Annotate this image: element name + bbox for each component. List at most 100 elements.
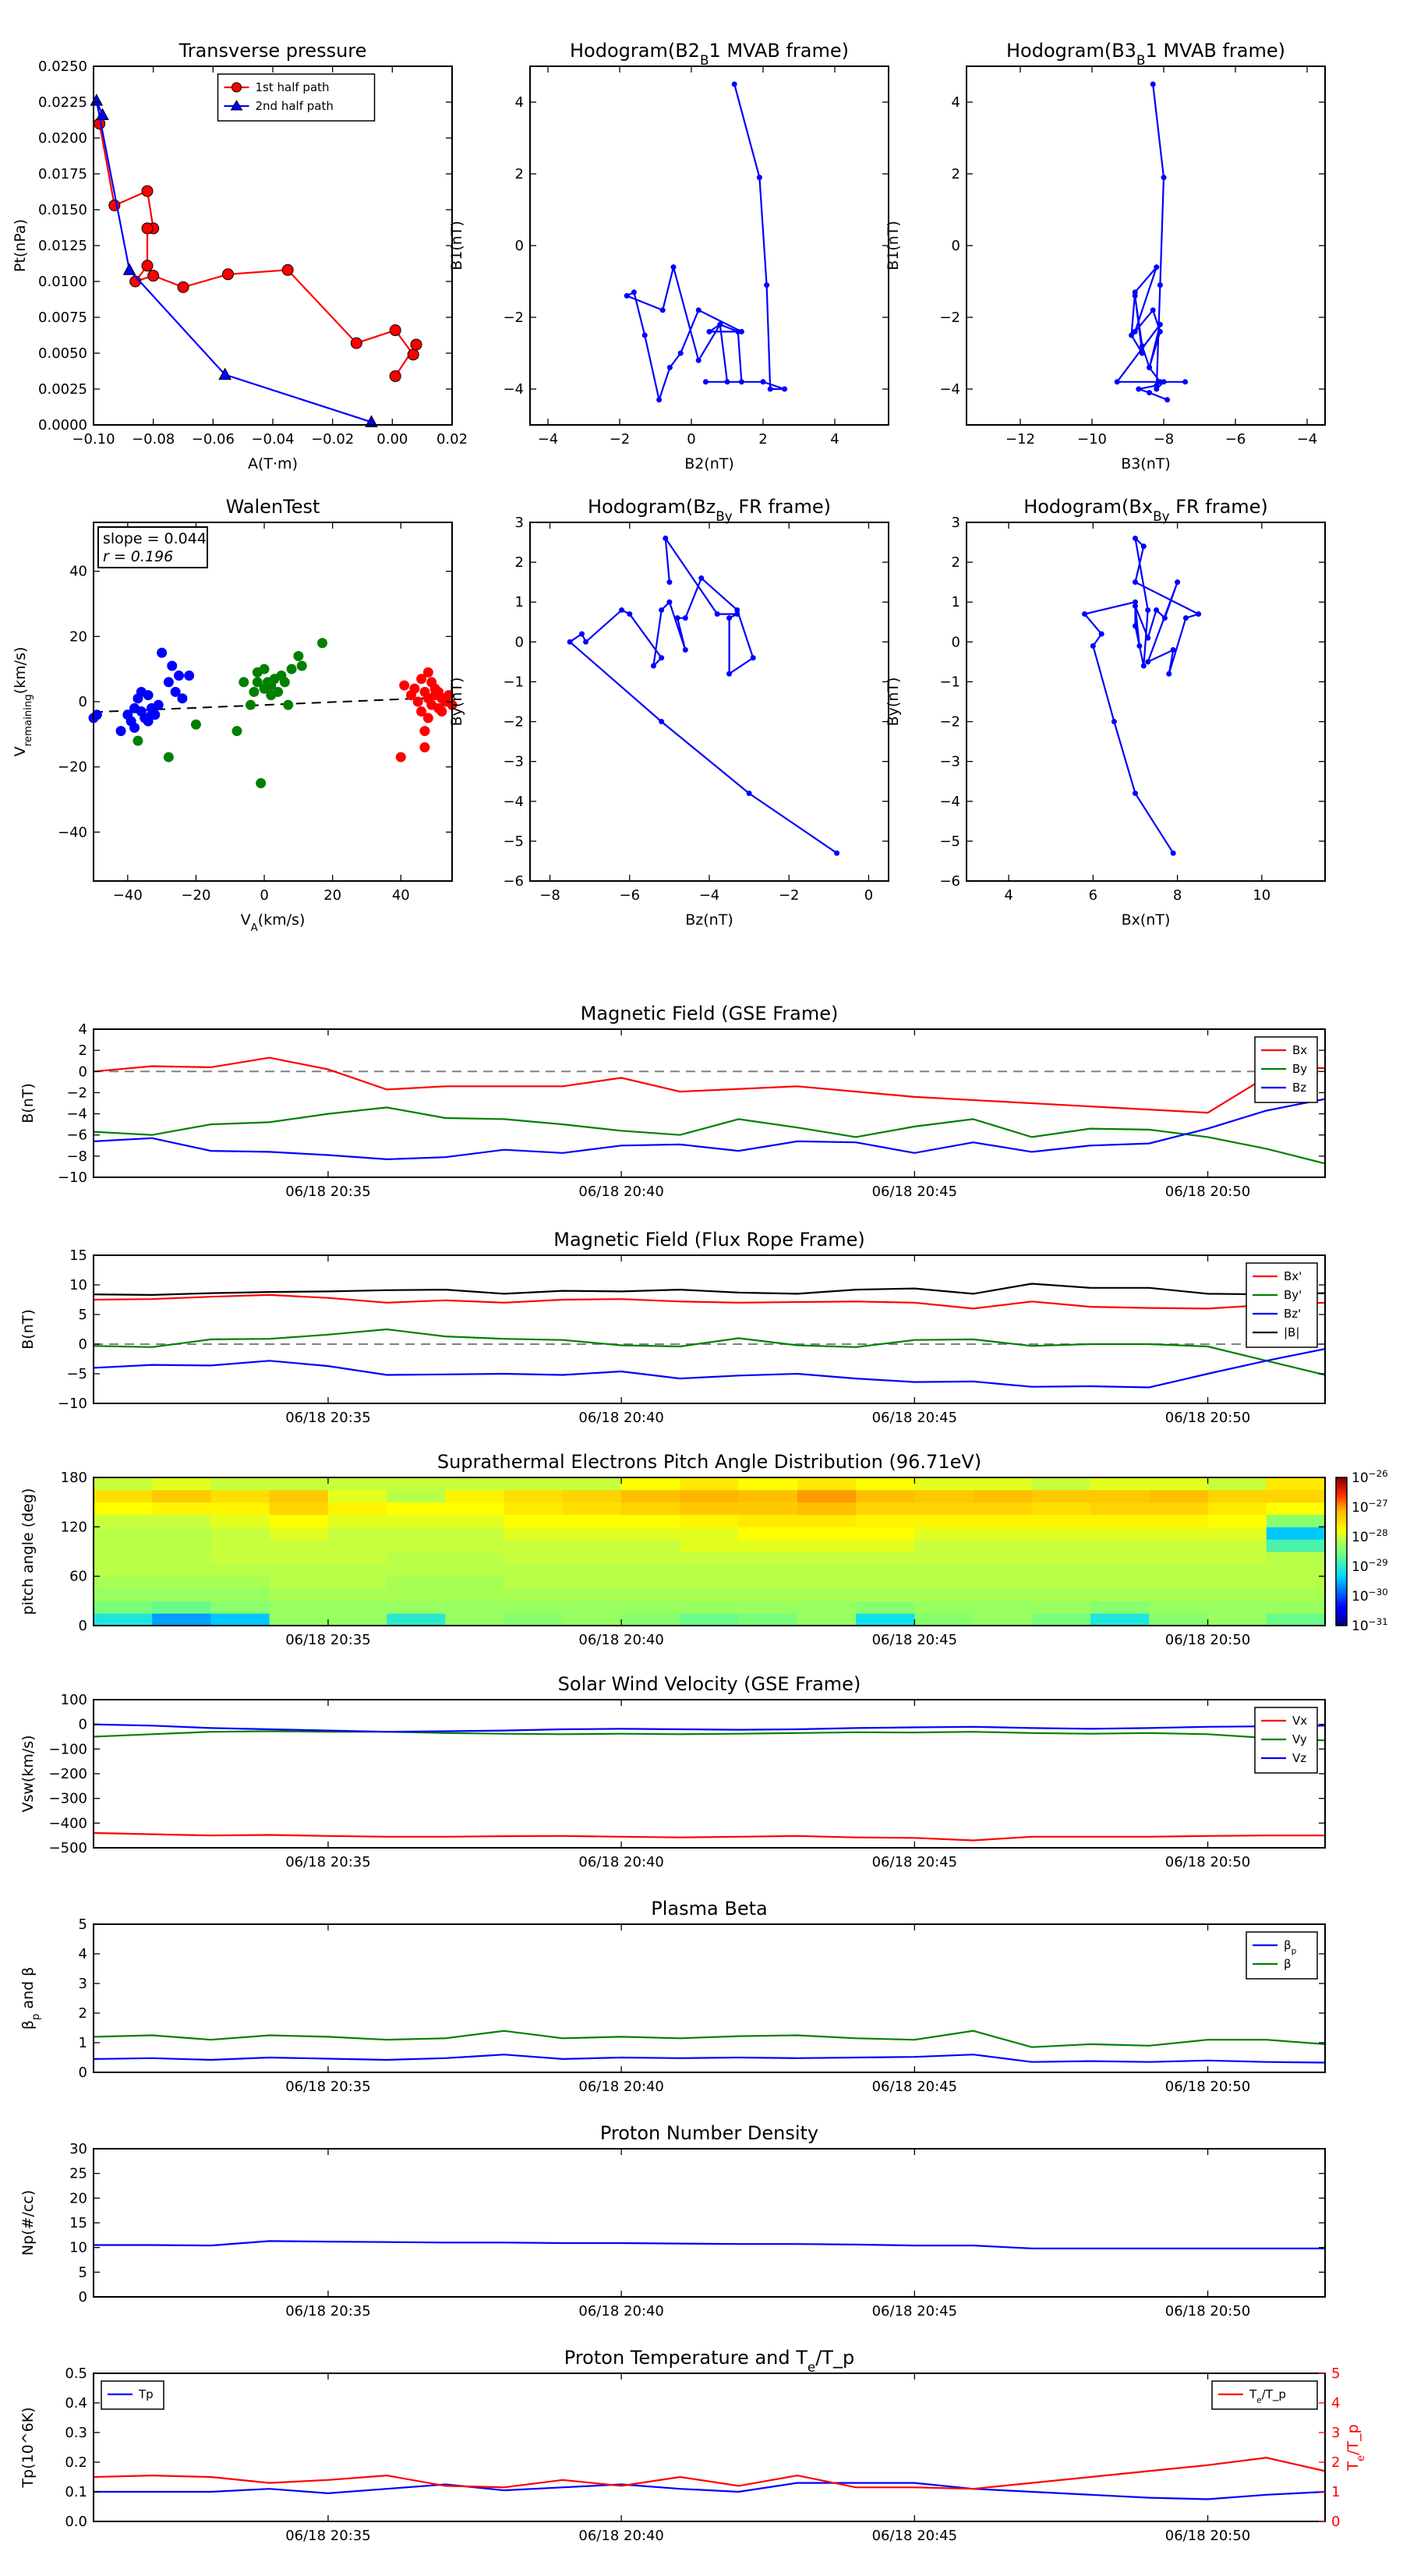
colorbar-segment — [1336, 1519, 1347, 1523]
heatmap-cell — [914, 1502, 974, 1515]
data-point — [1098, 631, 1104, 637]
heatmap-cell — [1266, 1502, 1325, 1515]
y-axis-label: βp and β — [19, 1967, 42, 2030]
series-line — [98, 123, 418, 377]
heatmap-cell — [1031, 1601, 1091, 1614]
chart-title: Solar Wind Velocity (GSE Frame) — [558, 1673, 861, 1695]
heatmap-cell — [210, 1588, 270, 1601]
colorbar-segment — [1336, 1596, 1347, 1599]
heatmap-cell — [797, 1477, 857, 1491]
data-point — [1140, 663, 1147, 669]
heatmap-cell — [445, 1576, 505, 1589]
y-tick-label: 4 — [79, 1946, 87, 1962]
data-point — [1139, 350, 1145, 356]
data-point — [409, 683, 420, 694]
chart-title: Hodogram(B3B1 MVAB frame) — [1006, 40, 1285, 68]
data-point — [695, 307, 702, 313]
data-point — [1170, 850, 1176, 856]
data-point — [1145, 659, 1151, 665]
series-0 — [568, 535, 838, 855]
heatmap-cell — [210, 1514, 270, 1527]
x-tick-label: 06/18 20:45 — [872, 1184, 957, 1200]
heatmap-cell — [1149, 1563, 1209, 1577]
heatmap-cell — [680, 1514, 740, 1527]
colorbar-segment — [1336, 1563, 1347, 1567]
heatmap-cell — [973, 1527, 1033, 1540]
data-point — [416, 674, 427, 685]
y-tick-label: 1 — [79, 2035, 87, 2051]
data-point — [627, 611, 633, 617]
legend-label: 2nd half path — [256, 99, 334, 113]
data-point — [659, 655, 665, 661]
heatmap-cell — [856, 1613, 915, 1626]
heatmap-cell — [797, 1588, 857, 1601]
heatmap-cell — [621, 1539, 680, 1552]
heatmap-cell — [327, 1539, 387, 1552]
series-line — [94, 2029, 1325, 2048]
heatmap-cell — [504, 1477, 564, 1491]
data-point — [1132, 599, 1138, 605]
colorbar-segment — [1336, 1586, 1347, 1589]
data-point — [1132, 603, 1138, 609]
data-point — [659, 307, 666, 313]
heatmap-cell — [387, 1489, 446, 1503]
y-tick-label: 2 — [515, 554, 524, 571]
heatmap-cell — [1031, 1514, 1091, 1527]
data-point — [91, 709, 102, 720]
data-point — [1129, 332, 1135, 338]
chart-title: Hodogram(B2B1 MVAB frame) — [570, 40, 849, 68]
y-tick-label: 15 — [69, 1247, 87, 1264]
heatmap-cell — [797, 1563, 857, 1577]
heatmap-cell — [914, 1588, 974, 1601]
heatmap-cell — [1266, 1576, 1325, 1589]
heatmap-cell — [327, 1613, 387, 1626]
heatmap-cell — [387, 1563, 446, 1577]
chart-tp-ratio: Proton Temperature and Te/T_p 06/18 20:35… — [19, 2347, 1367, 2544]
x-tick-label: −0.10 — [72, 431, 115, 448]
series-vy — [94, 1730, 1325, 1742]
series-tp — [94, 2482, 1325, 2500]
y-tick-label: 25 — [69, 2166, 87, 2182]
x-tick-label: 0 — [864, 887, 873, 904]
heatmap-cell — [562, 1527, 622, 1540]
legend-label: Bz — [1292, 1081, 1306, 1095]
data-point — [1114, 379, 1120, 385]
heatmap-cell — [1090, 1576, 1150, 1589]
series-line — [94, 1328, 1325, 1376]
heatmap-cell — [856, 1552, 915, 1565]
series-line — [94, 2457, 1325, 2490]
heatmap-cell — [327, 1552, 387, 1565]
chart-title: Proton Number Density — [600, 2122, 818, 2144]
heatmap-cell — [210, 1489, 270, 1503]
heatmap-cell — [621, 1613, 680, 1626]
data-point — [133, 735, 143, 746]
data-point — [666, 599, 673, 605]
x-tick-label: 06/18 20:45 — [872, 1632, 957, 1648]
x-tick-label: 06/18 20:45 — [872, 1854, 957, 1870]
data-point — [650, 663, 656, 669]
series-markers — [88, 647, 195, 737]
heatmap-cell — [562, 1552, 622, 1565]
data-point — [834, 850, 840, 856]
x-tick-label: 06/18 20:40 — [578, 1854, 663, 1870]
heatmap-cell — [1031, 1613, 1091, 1626]
y-tick-label: −6 — [66, 1127, 87, 1144]
y-right-tick-label: 4 — [1331, 2395, 1340, 2411]
legend-label: Bx' — [1284, 1269, 1302, 1283]
y-axis-label: Tp(10^6K) — [19, 2407, 37, 2488]
heatmap-cell — [269, 1563, 329, 1577]
heatmap-cell — [327, 1489, 387, 1503]
chart-beta: Plasma Beta 06/18 20:35 06/18 20:40 06/18 2… — [19, 1898, 1326, 2095]
x-tick-label: 06/18 20:35 — [285, 2079, 370, 2095]
y-tick-label: −5 — [503, 833, 524, 850]
y-tick-label: −40 — [58, 824, 87, 840]
y-tick-label: 0.0100 — [38, 274, 87, 290]
data-point — [365, 415, 378, 427]
legend: Tp — [101, 2380, 164, 2410]
data-point — [767, 386, 773, 392]
series-markers — [1114, 81, 1189, 403]
heatmap-cell — [269, 1539, 329, 1552]
data-point — [389, 370, 401, 382]
heatmap-cell — [738, 1552, 798, 1565]
heatmap-cell — [1031, 1552, 1091, 1565]
